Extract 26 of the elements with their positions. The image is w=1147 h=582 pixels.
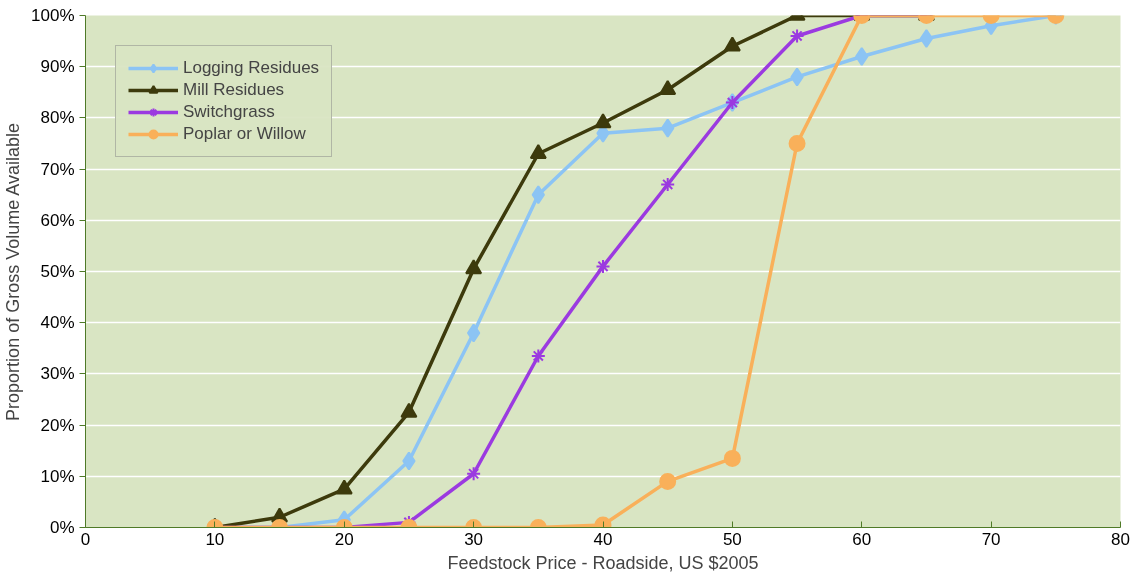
y-tick-label: 40%	[40, 313, 75, 333]
x-tick-label: 60	[852, 529, 872, 549]
legend-label: Poplar or Willow	[183, 124, 306, 144]
y-tick-label: 30%	[40, 364, 75, 384]
y-tick-label: 50%	[40, 262, 75, 281]
y-tick-label: 20%	[40, 415, 75, 435]
x-tick-label: 70	[981, 529, 1001, 549]
legend-label: Switchgrass	[183, 102, 275, 122]
y-tick-label: 90%	[40, 57, 75, 77]
x-axis-title: Feedstock Price - Roadside, US $2005	[447, 552, 759, 573]
y-tick-label: 10%	[40, 466, 75, 486]
x-tick-label: 50	[722, 529, 742, 549]
y-tick-label: 70%	[40, 159, 75, 179]
x-tick-label: 0	[80, 529, 91, 549]
y-tick-label: 60%	[40, 210, 75, 230]
y-tick-label: 0%	[49, 518, 75, 537]
legend-label: Logging Residues	[183, 58, 320, 78]
x-tick-label: 30	[464, 529, 484, 549]
y-tick-label: 80%	[40, 108, 75, 128]
legend-label: Mill Residues	[183, 80, 285, 100]
x-tick-label: 10	[205, 529, 225, 549]
x-tick-label: 40	[593, 529, 613, 549]
y-tick-label: 100%	[31, 6, 75, 25]
x-tick-label: 80	[1111, 529, 1130, 549]
y-axis-title: Proportion of Gross Volume Available	[3, 123, 24, 421]
x-tick-label: 20	[334, 529, 354, 549]
